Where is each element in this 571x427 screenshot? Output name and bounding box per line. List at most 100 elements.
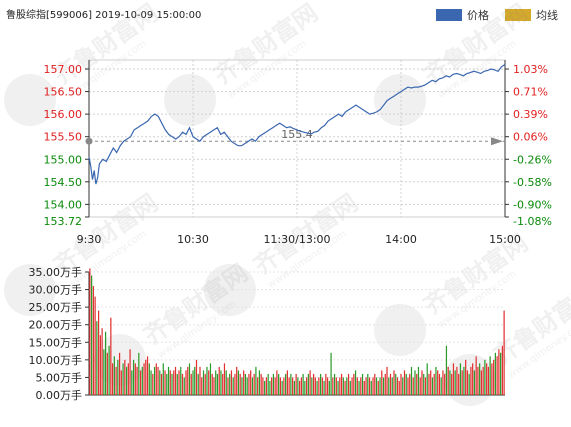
volume-bar (339, 377, 341, 395)
volume-bar (395, 373, 397, 395)
volume-bar (449, 370, 451, 395)
volume-bar (181, 373, 184, 395)
volume-bar (344, 380, 346, 395)
volume-bar (288, 377, 290, 395)
volume-bar (281, 380, 283, 395)
volume-bar (501, 345, 503, 395)
volume-bar (444, 373, 446, 395)
volume-bar (215, 370, 217, 395)
volume-bar (384, 373, 386, 395)
volume-bar (367, 373, 369, 395)
watermark-globe (164, 74, 216, 126)
volume-bar (484, 359, 486, 395)
volume-tick-label: 20.00万手 (29, 318, 83, 332)
volume-bar (279, 377, 281, 395)
volume-bar (356, 377, 358, 395)
volume-bar (118, 352, 121, 395)
volume-bar (125, 366, 128, 395)
volume-bar (494, 352, 496, 395)
price-right-tick-label: 0.39% (513, 108, 548, 121)
volume-bar (479, 363, 481, 395)
volume-bar (206, 366, 208, 395)
volume-bar (197, 373, 199, 395)
volume-bar (153, 366, 156, 395)
volume-bar (314, 377, 316, 395)
volume-bar (132, 359, 135, 395)
volume-bar (267, 373, 269, 395)
volume-tick-label: 10.00万手 (29, 353, 83, 367)
watermark-globe (4, 74, 56, 126)
volume-bar (473, 370, 476, 395)
volume-bar (106, 352, 108, 395)
volume-bar (223, 363, 226, 395)
volume-bar (285, 373, 287, 395)
volume-tick-label: 35.00万手 (29, 265, 83, 279)
volume-bar (353, 373, 355, 395)
volume-bar (276, 370, 278, 395)
volume-bar (318, 377, 320, 395)
volume-bar (375, 377, 378, 395)
volume-bar (477, 366, 479, 395)
price-x-tick-label: 10:30 (177, 233, 209, 246)
price-right-tick-label: -0.58% (513, 176, 552, 189)
volume-bar (393, 370, 395, 395)
volume-bar (171, 373, 173, 395)
price-left-tick-label: 156.50 (44, 86, 83, 99)
volume-bar (409, 373, 411, 395)
volume-bar (117, 359, 119, 395)
volume-bar (127, 363, 129, 395)
volume-bar (180, 366, 182, 395)
volume-bar (472, 363, 474, 395)
volume-bar (379, 377, 381, 395)
volume-bar (319, 373, 322, 395)
volume-bar (195, 359, 198, 395)
volume-bar (382, 377, 385, 395)
volume-bar (222, 373, 224, 395)
price-left-tick-label: 157.00 (44, 63, 83, 76)
volume-bar (416, 373, 418, 395)
price-panel: 157.00 156.50 156.00 155.50 155.00 154.50 154.… (44, 59, 552, 246)
volume-bar (143, 363, 145, 395)
volume-bar (134, 363, 136, 395)
volume-bar (152, 373, 154, 395)
volume-bar (250, 370, 252, 395)
volume-bar (208, 370, 210, 395)
volume-bar (173, 370, 175, 395)
volume-bar (396, 377, 399, 395)
volume-bar (136, 366, 138, 395)
legend-average-swatch (505, 9, 531, 21)
volume-bar (190, 373, 192, 395)
legend-average[interactable]: 均线 (505, 8, 558, 22)
volume-bar (178, 370, 180, 395)
volume-bar (306, 377, 308, 395)
volume-bar (227, 377, 229, 395)
volume-bar (257, 377, 259, 395)
volume-bar (361, 373, 364, 395)
volume-bar (110, 317, 112, 395)
volume-bar (421, 370, 423, 395)
volume-tick-label: 0.00万手 (36, 388, 83, 402)
volume-bar (424, 377, 427, 395)
volume-bar (386, 366, 388, 395)
volume-bar (503, 310, 505, 395)
volume-bar (349, 380, 351, 395)
volume-bar (166, 373, 168, 395)
legend-price[interactable]: 价格 (436, 8, 489, 22)
volume-bar (389, 373, 392, 395)
volume-bar (447, 366, 449, 395)
price-left-tick-label: 154.00 (44, 198, 83, 211)
volume-bar (466, 370, 469, 395)
volume-bar (113, 356, 115, 395)
volume-bar (325, 373, 327, 395)
volume-bar (442, 370, 444, 395)
volume-tick-label: 30.00万手 (29, 283, 83, 297)
volume-bar (405, 373, 407, 395)
volume-bar (414, 370, 416, 395)
volume-bar (351, 377, 353, 395)
volume-bar (230, 370, 233, 395)
volume-bar (426, 363, 428, 395)
volume-bar (145, 359, 147, 395)
volume-bar (202, 370, 205, 395)
